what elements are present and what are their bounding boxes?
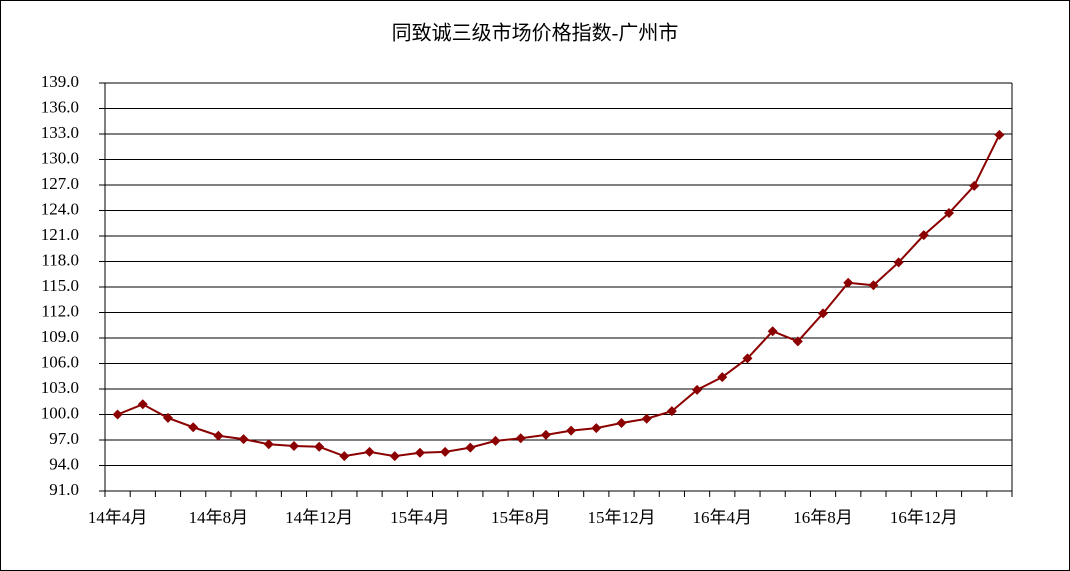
x-tick-label: 14年12月 [285,508,353,527]
data-point [742,353,753,364]
data-point [692,384,703,395]
data-point [339,451,350,462]
data-point [137,399,148,410]
y-tick-label: 130.0 [41,148,79,167]
y-tick-label: 103.0 [41,378,79,397]
data-point [414,447,425,458]
data-point [263,439,274,450]
data-point [540,429,551,440]
y-tick-label: 106.0 [41,352,79,371]
data-point [440,446,451,457]
data-point [818,308,829,319]
y-tick-label: 115.0 [41,276,79,295]
data-point [666,406,677,417]
y-tick-label: 94.0 [49,454,79,473]
y-tick-label: 109.0 [41,327,79,346]
data-point [843,277,854,288]
y-tick-label: 100.0 [41,403,79,422]
data-point [641,413,652,424]
data-point [994,129,1005,140]
y-tick-label: 133.0 [41,123,79,142]
data-point [490,435,501,446]
data-point [112,409,123,420]
data-point [389,451,400,462]
y-tick-label: 121.0 [41,225,79,244]
data-point [288,440,299,451]
data-point [515,433,526,444]
y-tick-label: 112.0 [41,301,79,320]
y-tick-label: 139.0 [41,72,79,91]
data-point [238,434,249,445]
data-point [969,180,980,191]
y-tick-label: 124.0 [41,199,79,218]
data-point [162,412,173,423]
data-point [918,230,929,241]
y-tick-label: 127.0 [41,174,79,193]
data-point [717,372,728,383]
x-tick-label: 15年4月 [390,508,450,527]
data-point [616,418,627,428]
data-point [566,425,577,436]
x-tick-label: 16年12月 [890,508,958,527]
data-point [868,280,879,291]
data-point [465,442,476,453]
y-tick-label: 136.0 [41,97,79,116]
data-point [188,422,199,433]
data-point [792,336,803,347]
y-tick-label: 97.0 [49,429,79,448]
x-tick-label: 15年12月 [587,508,655,527]
chart-title: 同致诚三级市场价格指数-广州市 [392,22,679,45]
x-tick-label: 14年4月 [88,508,148,527]
x-tick-label: 16年8月 [793,508,853,527]
x-tick-label: 15年8月 [491,508,551,527]
y-tick-label: 118.0 [41,250,79,269]
data-point [893,257,904,268]
y-tick-label: 91.0 [49,480,79,499]
data-point [767,326,778,337]
x-tick-label: 14年8月 [189,508,249,527]
data-point [213,430,224,441]
data-point [314,441,325,452]
data-point [944,208,955,219]
data-point [591,423,602,434]
x-tick-label: 16年4月 [693,508,753,527]
data-point [364,446,375,457]
